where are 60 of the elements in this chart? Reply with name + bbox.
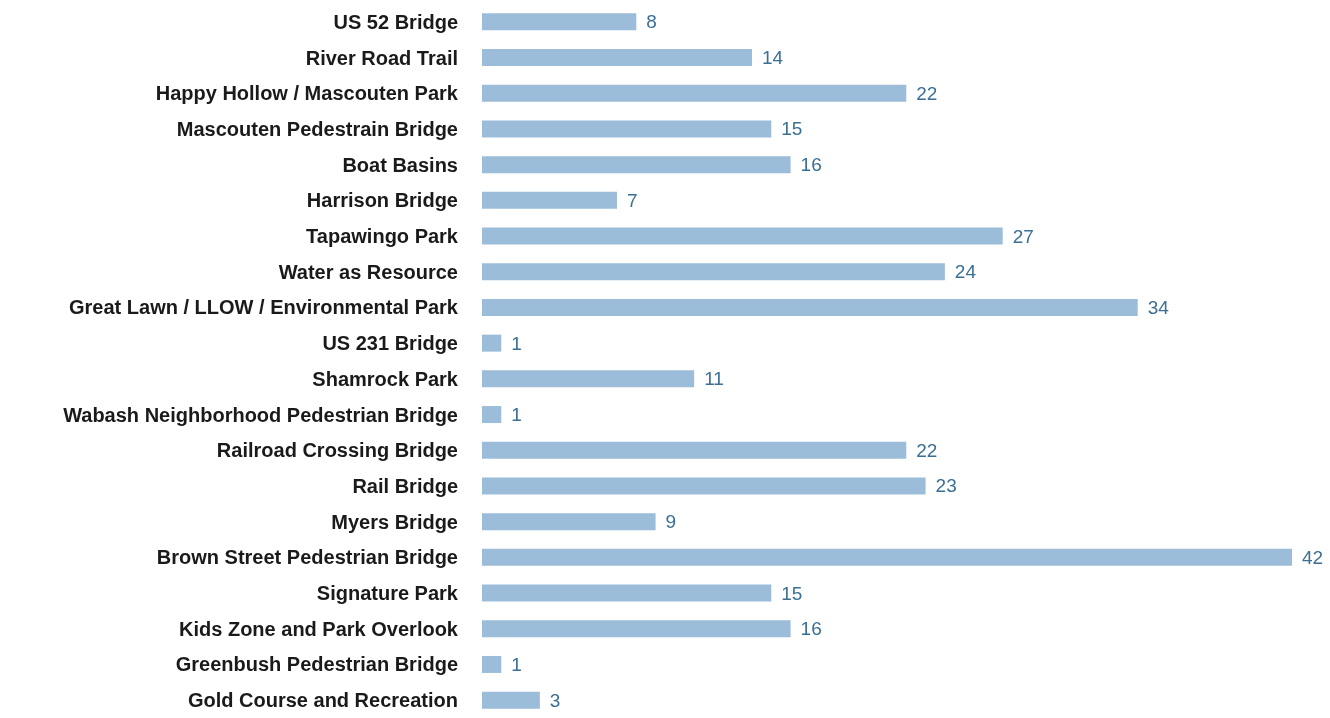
y-tick-label: Happy Hollow / Mascouten Park	[155, 82, 459, 105]
data-label: 15	[781, 582, 803, 604]
data-label: 34	[1147, 296, 1170, 318]
bar	[482, 655, 502, 673]
bar	[482, 334, 502, 352]
data-label: 9	[665, 511, 677, 533]
y-tick-label: Great Lawn / LLOW / Environmental Park	[69, 296, 459, 319]
y-tick-label: US 231 Bridge	[322, 332, 458, 355]
bar	[482, 584, 772, 602]
data-label: 15	[781, 118, 803, 140]
data-label: 27	[1012, 225, 1034, 247]
data-label: 16	[800, 154, 822, 176]
y-tick-label: Gold Course and Recreation	[187, 689, 458, 712]
data-label: 16	[800, 618, 822, 640]
y-tick-label: Myers Bridge	[331, 510, 458, 533]
data-label: 8	[646, 11, 657, 33]
bar	[482, 513, 656, 531]
bar	[482, 441, 907, 459]
data-label: 23	[935, 475, 957, 497]
bar	[482, 120, 772, 138]
bar	[482, 263, 945, 281]
y-tick-label: Mascouten Pedestrain Bridge	[176, 117, 458, 140]
bar	[482, 691, 540, 709]
bar	[482, 156, 791, 174]
y-tick-label: Brown Street Pedestrian Bridge	[156, 546, 458, 569]
y-tick-label: Wabash Neighborhood Pedestrian Bridge	[63, 403, 458, 426]
bar	[482, 49, 752, 67]
bar	[482, 191, 617, 209]
data-label: 24	[954, 261, 977, 283]
bar	[482, 298, 1138, 316]
bar	[482, 406, 502, 424]
y-tick-label: Signature Park	[316, 582, 459, 605]
y-tick-label: Tapawingo Park	[306, 225, 459, 248]
data-label: 1	[511, 404, 522, 426]
data-label: 3	[549, 689, 561, 711]
bar	[482, 13, 637, 31]
y-tick-label: US 52 Bridge	[333, 10, 458, 33]
data-label: 11	[704, 368, 724, 390]
y-tick-label: River Road Trail	[305, 46, 458, 69]
data-label: 42	[1302, 546, 1324, 568]
bar	[482, 370, 695, 388]
y-tick-label: Rail Bridge	[352, 474, 458, 497]
bar	[482, 84, 907, 102]
data-label: 7	[627, 189, 638, 211]
data-label: 22	[916, 82, 938, 104]
data-label: 14	[762, 47, 784, 69]
y-tick-label: Kids Zone and Park Overlook	[179, 617, 459, 640]
y-tick-label: Boat Basins	[342, 153, 458, 176]
bar	[482, 227, 1003, 245]
bar	[482, 477, 926, 495]
y-tick-label: Greenbush Pedestrian Bridge	[175, 653, 458, 676]
y-tick-label: Shamrock Park	[312, 367, 459, 390]
data-label: 1	[511, 653, 522, 675]
bar	[482, 548, 1292, 566]
y-tick-label: Water as Resource	[278, 260, 458, 283]
data-label: 22	[916, 439, 938, 461]
y-tick-label: Railroad Crossing Bridge	[216, 439, 458, 462]
bar	[482, 620, 791, 638]
data-label: 1	[511, 332, 522, 354]
y-tick-label: Harrison Bridge	[306, 189, 458, 212]
